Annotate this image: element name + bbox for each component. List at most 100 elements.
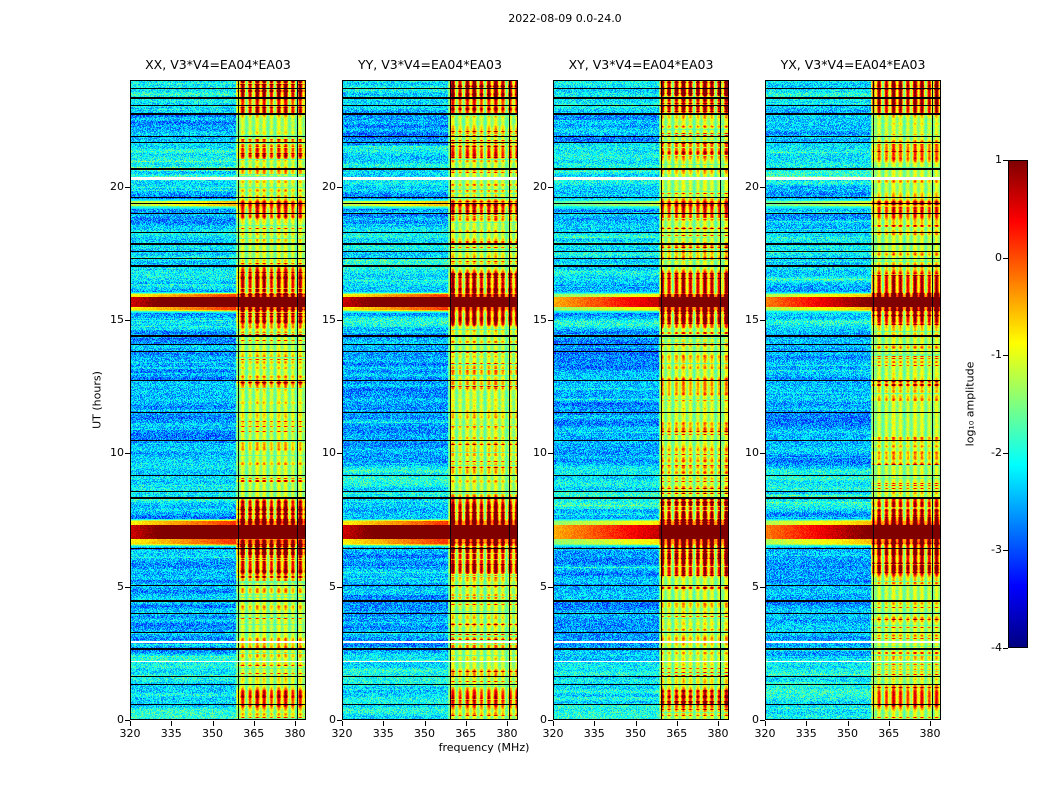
x-axis-label: frequency (MHz) (438, 741, 530, 754)
x-tick-mark (425, 721, 426, 726)
y-tick-label: 20 (110, 179, 124, 193)
y-tick-label: 20 (533, 179, 547, 193)
x-tick-mark (677, 721, 678, 726)
y-tick-mark (760, 187, 765, 188)
y-tick-mark (125, 587, 130, 588)
x-tick-mark (806, 721, 807, 726)
y-axis-label: UT (hours) (90, 371, 104, 429)
colorbar-gradient (1008, 160, 1028, 648)
spectrogram-xx (130, 80, 306, 720)
y-tick-mark (337, 587, 342, 588)
colorbar-tick-label: 1 (995, 153, 1002, 166)
y-tick-mark (760, 720, 765, 721)
y-tick-mark (337, 187, 342, 188)
colorbar-tick-label: -3 (991, 543, 1002, 557)
y-tick-label: 15 (322, 313, 336, 326)
colorbar-tick-mark (1003, 550, 1008, 551)
colorbar-tick-label: 0 (995, 250, 1002, 264)
y-tick-mark (125, 453, 130, 454)
y-tick-label: 15 (110, 313, 124, 326)
y-tick-mark (548, 320, 553, 321)
y-tick-mark (760, 587, 765, 588)
x-tick-mark (889, 721, 890, 726)
x-tick-label: 350 (625, 727, 646, 740)
x-tick-mark (213, 721, 214, 726)
y-tick-label: 0 (329, 713, 336, 726)
x-tick-label: 365 (666, 727, 688, 740)
y-tick-mark (125, 187, 130, 188)
x-tick-label: 320 (754, 727, 776, 740)
x-tick-label: 380 (284, 727, 306, 740)
y-tick-mark (337, 320, 342, 321)
x-tick-label: 335 (583, 727, 605, 740)
y-tick-label: 5 (752, 579, 759, 593)
panel-title-yy: YY, V3*V4=EA04*EA03 (358, 57, 502, 72)
colorbar-tick-mark (1003, 160, 1008, 161)
panel-title-yx: YX, V3*V4=EA04*EA03 (780, 57, 926, 72)
x-tick-mark (848, 721, 849, 726)
y-tick-label: 0 (540, 713, 547, 726)
x-tick-mark (171, 721, 172, 726)
y-tick-mark (337, 453, 342, 454)
y-tick-mark (337, 720, 342, 721)
y-tick-mark (548, 587, 553, 588)
x-tick-mark (130, 721, 131, 726)
y-tick-label: 5 (117, 579, 124, 593)
x-tick-mark (930, 721, 931, 726)
y-tick-mark (760, 453, 765, 454)
x-tick-mark (636, 721, 637, 726)
y-tick-label: 20 (745, 179, 759, 193)
x-tick-label: 350 (837, 727, 858, 740)
x-tick-label: 380 (707, 727, 729, 740)
panel-title-xx: XX, V3*V4=EA04*EA03 (145, 57, 291, 72)
colorbar-tick-mark (1003, 648, 1008, 649)
colorbar-tick-mark (1003, 258, 1008, 259)
x-tick-label: 365 (455, 727, 477, 740)
spectrogram-xy (553, 80, 729, 720)
y-tick-label: 10 (322, 446, 336, 460)
y-tick-mark (125, 320, 130, 321)
x-tick-mark (383, 721, 384, 726)
y-tick-label: 0 (117, 713, 124, 726)
x-tick-mark (254, 721, 255, 726)
y-tick-label: 10 (110, 446, 124, 460)
x-tick-mark (594, 721, 595, 726)
y-tick-mark (548, 187, 553, 188)
y-tick-mark (125, 720, 130, 721)
y-tick-label: 20 (322, 179, 336, 193)
x-tick-label: 320 (331, 727, 353, 740)
spectrogram-yx (765, 80, 941, 720)
colorbar-tick-mark (1003, 355, 1008, 356)
x-tick-label: 320 (119, 727, 141, 740)
y-tick-label: 5 (329, 579, 336, 593)
x-tick-mark (718, 721, 719, 726)
x-tick-label: 365 (878, 727, 900, 740)
x-tick-mark (466, 721, 467, 726)
y-tick-label: 15 (533, 313, 547, 326)
y-tick-label: 0 (752, 713, 759, 726)
colorbar-tick-label: -4 (991, 641, 1002, 654)
x-tick-mark (553, 721, 554, 726)
x-tick-label: 350 (414, 727, 435, 740)
x-tick-label: 335 (372, 727, 394, 740)
x-tick-label: 320 (542, 727, 564, 740)
y-tick-label: 10 (745, 446, 759, 460)
x-tick-label: 335 (795, 727, 817, 740)
colorbar-label: log₁₀ amplitude (963, 361, 977, 447)
x-tick-mark (342, 721, 343, 726)
y-tick-label: 15 (745, 313, 759, 326)
figure-title: 2022-08-09 0.0-24.0 (508, 12, 622, 25)
y-tick-mark (548, 453, 553, 454)
x-tick-label: 380 (919, 727, 941, 740)
x-tick-label: 365 (243, 727, 265, 740)
x-tick-label: 335 (160, 727, 182, 740)
y-tick-mark (760, 320, 765, 321)
colorbar-tick-mark (1003, 453, 1008, 454)
x-tick-mark (765, 721, 766, 726)
x-tick-label: 350 (202, 727, 223, 740)
x-tick-label: 380 (496, 727, 518, 740)
x-tick-mark (507, 721, 508, 726)
y-tick-mark (548, 720, 553, 721)
panel-title-xy: XY, V3*V4=EA04*EA03 (568, 57, 714, 72)
